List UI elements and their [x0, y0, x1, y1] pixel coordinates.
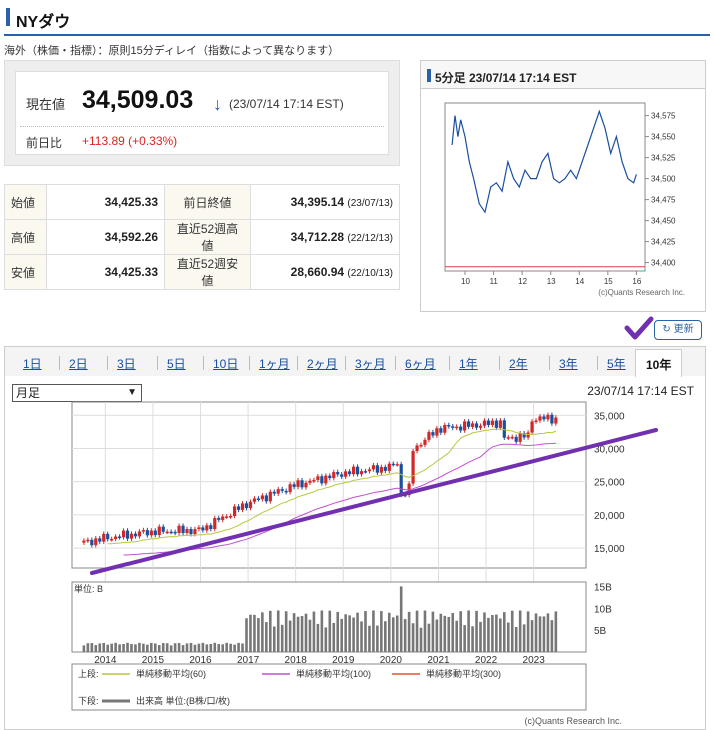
high-value: 34,592.26 — [46, 219, 165, 255]
tab-12[interactable]: 3年 — [559, 357, 578, 371]
tab-separator — [297, 356, 298, 370]
open-value: 34,425.33 — [46, 184, 165, 220]
open-label: 始値 — [4, 184, 47, 220]
change-label: 前日比 — [26, 136, 63, 150]
long-term-time: 23/07/14 17:14 EST — [587, 384, 694, 398]
52w-low-label: 直近52週安値 — [164, 254, 251, 290]
tab-separator — [59, 356, 60, 370]
quote-box: 現在値 34,509.03 ↓ (23/07/14 17:14 EST) 前日比… — [4, 60, 400, 166]
intraday-accent — [427, 69, 431, 82]
52w-low-cell: 28,660.94 (22/10/13) — [250, 254, 400, 290]
tab-3[interactable]: 3日 — [117, 357, 136, 371]
tab-14[interactable]: 10年 — [635, 349, 683, 377]
prev-close-value: 34,395.14 — [290, 195, 345, 209]
period-select-value: 月足 — [16, 386, 41, 400]
intraday-chart: 34,575 34,550 34,525 34,500 34,475 34,450 34,4… — [444, 102, 685, 297]
tab-5[interactable]: 10日 — [213, 357, 239, 371]
page-title: NYダウ — [16, 14, 71, 31]
low-label: 安値 — [4, 254, 47, 290]
table-row: 高値 34,592.26 直近52週高値 34,712.28 (22/12/13… — [4, 219, 400, 255]
low-value: 34,425.33 — [46, 254, 165, 290]
tab-separator — [499, 356, 500, 370]
intraday-series-line — [451, 109, 637, 214]
tab-separator — [157, 356, 158, 370]
quote-time: (23/07/14 17:14 EST) — [229, 97, 344, 111]
52w-high-cell: 34,712.28 (22/12/13) — [250, 219, 400, 255]
tab-2[interactable]: 2日 — [69, 357, 88, 371]
tab-separator — [107, 356, 108, 370]
y-tick-label: 34,450 — [651, 217, 676, 226]
tab-separator — [449, 356, 450, 370]
x-tick-label: 11 — [490, 277, 499, 286]
chevron-down-icon: ▼ — [127, 387, 137, 398]
y-tick-label: 34,425 — [651, 238, 676, 247]
tab-10[interactable]: 1年 — [459, 357, 478, 371]
divider — [20, 126, 384, 127]
table-row: 始値 34,425.33 前日終値 34,395.14 (23/07/13) — [4, 184, 400, 220]
y-tick-label: 34,500 — [651, 175, 676, 184]
current-price-label: 現在値 — [26, 97, 66, 112]
stats-table: 始値 34,425.33 前日終値 34,395.14 (23/07/13) 高… — [4, 184, 400, 290]
tab-4[interactable]: 5日 — [167, 357, 186, 371]
tab-9[interactable]: 6ヶ月 — [405, 357, 436, 371]
52w-low-value: 28,660.94 — [290, 265, 345, 279]
update-button[interactable]: ↻ 更新 — [654, 320, 702, 340]
intraday-credit: (c)Quants Research Inc. — [598, 288, 685, 297]
y-tick-label: 34,575 — [651, 112, 676, 121]
tab-6[interactable]: 1ヶ月 — [259, 357, 290, 371]
prev-close-date: (23/07/13) — [347, 198, 393, 209]
intraday-title: 5分足 23/07/14 17:14 EST — [435, 71, 577, 85]
intraday-chart-box: 5分足 23/07/14 17:14 EST 34,575 34,550 34,52… — [420, 60, 706, 312]
refresh-icon: ↻ — [662, 324, 671, 335]
52w-high-label: 直近52週高値 — [164, 219, 251, 255]
tab-separator — [203, 356, 204, 370]
x-tick-label: 13 — [547, 277, 556, 286]
x-tick-label: 12 — [518, 277, 527, 286]
prev-close-label: 前日終値 — [164, 184, 251, 220]
tab-separator — [345, 356, 346, 370]
y-tick-label: 34,550 — [651, 133, 676, 142]
tab-8[interactable]: 3ヶ月 — [355, 357, 386, 371]
y-tick-label: 34,475 — [651, 196, 676, 205]
x-tick-label: 14 — [575, 277, 584, 286]
x-tick-label: 10 — [461, 277, 470, 286]
long-term-panel — [4, 376, 706, 730]
intraday-header: 5分足 23/07/14 17:14 EST — [421, 61, 705, 89]
52w-high-date: (22/12/13) — [347, 233, 393, 244]
intraday-plot-area — [444, 102, 646, 272]
tab-separator — [597, 356, 598, 370]
tab-11[interactable]: 2年 — [509, 357, 528, 371]
x-tick-label: 16 — [632, 277, 641, 286]
y-tick-label: 34,400 — [651, 259, 676, 268]
down-arrow-icon: ↓ — [213, 94, 222, 114]
header-accent — [6, 8, 10, 26]
checkmark-icon — [624, 316, 654, 340]
update-label: 更新 — [673, 324, 694, 335]
52w-high-value: 34,712.28 — [290, 230, 345, 244]
tab-7[interactable]: 2ヶ月 — [307, 357, 338, 371]
period-tabs: 1日 2日 3日 5日 10日 1ヶ月 2ヶ月 3ヶ月 6ヶ月 1年 2年 3年 5年 10年 — [4, 346, 706, 377]
y-tick-label: 34,525 — [651, 154, 676, 163]
tab-separator — [549, 356, 550, 370]
52w-low-date: (22/10/13) — [347, 268, 393, 279]
tab-separator — [395, 356, 396, 370]
page-header: NYダウ — [4, 6, 710, 36]
change-value: +113.89 (+0.33%) — [82, 134, 178, 148]
prev-close-cell: 34,395.14 (23/07/13) — [250, 184, 400, 220]
tab-separator — [249, 356, 250, 370]
tab-13[interactable]: 5年 — [607, 357, 626, 371]
tab-1[interactable]: 1日 — [23, 357, 42, 371]
table-row: 安値 34,425.33 直近52週安値 28,660.94 (22/10/13… — [4, 254, 400, 290]
quote-inner: 現在値 34,509.03 ↓ (23/07/14 17:14 EST) 前日比… — [15, 71, 389, 155]
delay-note: 海外（株価・指標）：原則15分ディレイ（指数によって異なります） — [4, 45, 340, 57]
period-select[interactable]: 月足 ▼ — [12, 384, 142, 402]
current-price: 34,509.03 — [82, 86, 194, 114]
high-label: 高値 — [4, 219, 47, 255]
x-tick-label: 15 — [604, 277, 613, 286]
